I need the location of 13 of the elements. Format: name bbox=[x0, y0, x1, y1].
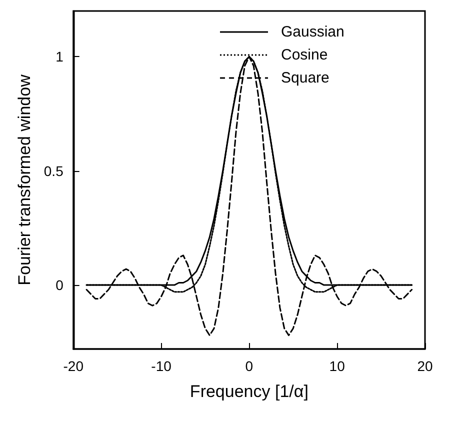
y-tick-label: 1 bbox=[56, 48, 64, 65]
x-tick-label: 20 bbox=[417, 358, 433, 374]
y-tick-label: 0 bbox=[56, 277, 64, 294]
legend-label: Square bbox=[281, 70, 330, 86]
y-tick-label: 0.5 bbox=[44, 162, 64, 179]
legend-label: Gaussian bbox=[281, 24, 344, 40]
x-tick-label: 0 bbox=[245, 358, 254, 374]
x-tick-label: -10 bbox=[151, 358, 172, 374]
y-axis-title: Fourier transformed window bbox=[15, 74, 34, 286]
x-tick-label: 10 bbox=[329, 358, 346, 374]
legend-label: Cosine bbox=[281, 46, 328, 64]
x-tick-label: -20 bbox=[63, 358, 84, 374]
x-axis-title: Frequency [1/α] bbox=[190, 382, 308, 401]
